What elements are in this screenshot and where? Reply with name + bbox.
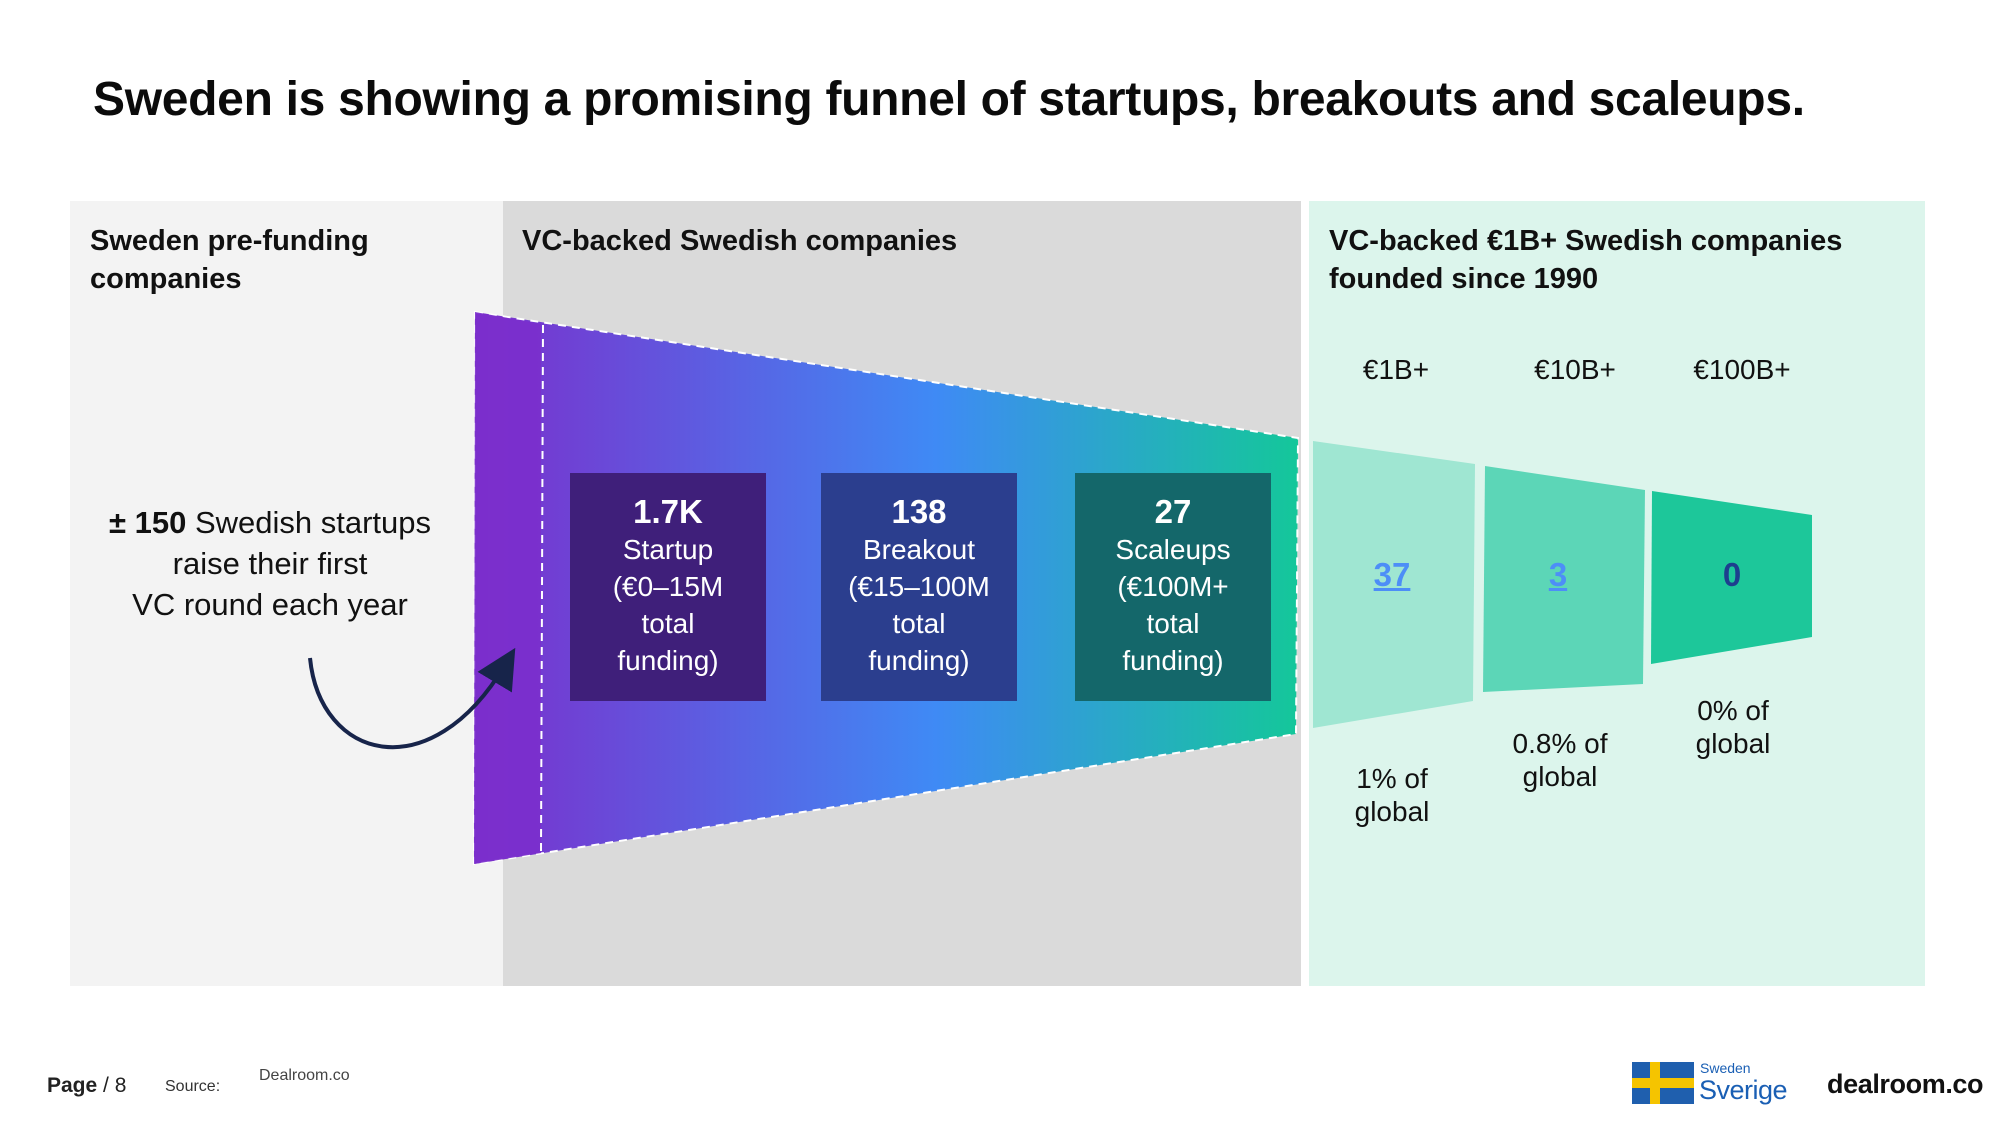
- stage-label-scaleup: Scaleups (€100M+ total funding): [1115, 534, 1231, 676]
- tier-share-10b: 0.8% of global: [1512, 728, 1608, 792]
- stage-label-startup: Startup (€0–15M total funding): [612, 534, 724, 676]
- dealroom-logo: dealroom.co: [1827, 1069, 1984, 1099]
- pre-funding-count: ± 150: [108, 505, 187, 540]
- stage-box-startup: 1.7K Startup (€0–15M total funding): [570, 473, 766, 701]
- page-label: Page: [47, 1074, 98, 1097]
- pre-funding-description: ± 150 Swedish startups raise their first…: [90, 502, 450, 625]
- tier-count-100b: 0: [1722, 556, 1742, 593]
- tier-count-10b-link[interactable]: 3: [1548, 556, 1568, 593]
- tier-share-100b: 0% of global: [1695, 695, 1771, 759]
- stage-label-breakout: Breakout (€15–100M total funding): [848, 534, 990, 676]
- tier-header-100b: €100B+: [1693, 354, 1791, 385]
- pre-funding-panel: Sweden pre-funding companies: [70, 201, 503, 986]
- stage-value-startup: 1.7K: [633, 493, 703, 530]
- pre-funding-line-3: VC round each year: [132, 587, 408, 622]
- swedish-flag-icon: [1632, 1062, 1694, 1104]
- tier-share-1b: 1% of global: [1354, 763, 1430, 827]
- stage-box-breakout: 138 Breakout (€15–100M total funding): [821, 473, 1017, 701]
- sverige-brand-logo: Sverige: [1699, 1075, 1788, 1105]
- source-label: Source:: [165, 1078, 221, 1095]
- pre-funding-line-1: Swedish startups: [186, 505, 432, 540]
- curved-arrow: [308, 647, 516, 750]
- pre-funding-panel-title: Sweden pre-funding companies: [90, 225, 369, 295]
- stage-value-scaleup: 27: [1154, 493, 1192, 530]
- funnel-dashed-divider: [540, 324, 544, 853]
- page-number: / 8: [97, 1074, 127, 1097]
- page-indicator: Page / 8: [47, 1074, 126, 1098]
- stage-box-scaleup: 27 Scaleups (€100M+ total funding): [1075, 473, 1271, 701]
- tier-header-1b: €1B+: [1362, 354, 1430, 385]
- stage-value-breakout: 138: [891, 493, 947, 530]
- tier-count-1b-link[interactable]: 37: [1373, 556, 1411, 593]
- tier-shape-100b: [1651, 491, 1812, 664]
- unicorn-panel-title: VC-backed €1B+ Swedish companies founded…: [1329, 225, 1843, 295]
- pre-funding-line-2: raise their first: [172, 546, 368, 581]
- funnel-pre-segment: [474, 312, 541, 864]
- vc-backed-panel-title: VC-backed Swedish companies: [522, 225, 958, 257]
- tier-shape-1b: [1313, 441, 1475, 728]
- tier-shape-10b: [1483, 466, 1645, 692]
- source-value: Dealroom.co: [259, 1067, 350, 1084]
- tier-header-10b: €10B+: [1534, 354, 1616, 385]
- sweden-brand-small: Sweden: [1700, 1060, 1751, 1076]
- page-title: Sweden is showing a promising funnel of …: [93, 73, 1805, 126]
